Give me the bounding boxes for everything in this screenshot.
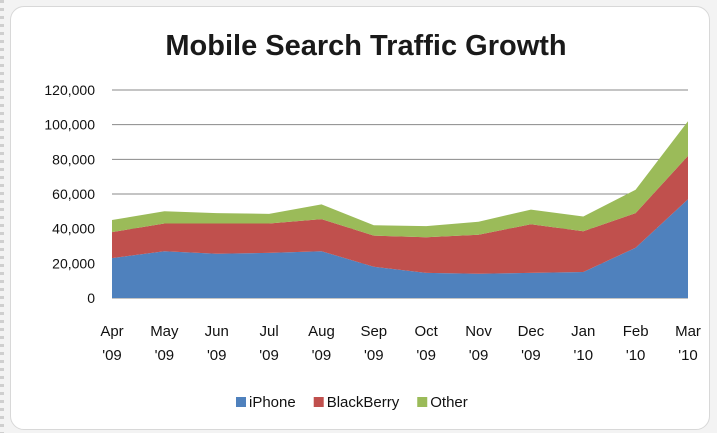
x-tick-label: Aug	[308, 323, 335, 340]
y-axis: 0 20,000 40,000 60,000 80,000 100,000 120,000	[44, 82, 95, 306]
y-tick-label: 100,000	[44, 117, 95, 133]
y-tick-label: 40,000	[52, 221, 95, 237]
x-tick-label-year: '09	[312, 347, 332, 364]
x-tick-label: Apr	[100, 323, 123, 340]
legend-swatch-iphone	[236, 397, 246, 407]
x-tick-label-year: '10	[573, 347, 593, 364]
legend: iPhone BlackBerry Other	[236, 394, 468, 411]
x-axis: Apr '09 May '09 Jun '09 Jul '09 Aug '09 Sep '09 Oct '…	[100, 323, 701, 364]
x-tick-label: Feb	[623, 323, 649, 340]
x-tick-label-year: '09	[259, 347, 279, 364]
legend-swatch-blackberry	[313, 397, 324, 407]
x-tick-label: Oct	[415, 323, 439, 340]
x-tick-label-year: '09	[364, 347, 384, 364]
y-tick-label: 60,000	[52, 186, 95, 202]
x-tick-label: Jun	[205, 323, 229, 340]
x-tick-label-year: '09	[155, 347, 175, 364]
legend-label-blackberry: BlackBerry	[327, 394, 400, 411]
y-tick-label: 120,000	[44, 82, 95, 98]
x-tick-label-year: '09	[469, 347, 489, 364]
x-tick-label: May	[150, 323, 179, 340]
legend-swatch-other	[417, 397, 428, 407]
x-tick-label: Mar	[675, 323, 701, 340]
series-area-blackberry	[112, 155, 688, 274]
y-tick-label: 80,000	[52, 151, 95, 167]
x-tick-label: Jan	[571, 323, 595, 340]
legend-label-other: Other	[430, 394, 468, 411]
series-area-iphone	[112, 199, 688, 298]
y-tick-label: 20,000	[52, 255, 95, 271]
x-tick-label-year: '09	[416, 347, 436, 364]
plot-areas	[112, 121, 688, 298]
x-tick-label: Nov	[465, 323, 492, 340]
x-tick-label-year: '10	[678, 347, 698, 364]
legend-label-iphone: iPhone	[249, 394, 296, 411]
x-tick-label-year: '10	[626, 347, 646, 364]
x-tick-label-year: '09	[521, 347, 541, 364]
x-tick-label: Jul	[259, 323, 278, 340]
x-tick-label: Dec	[518, 323, 545, 340]
edge-dots-decoration	[0, 0, 4, 433]
x-tick-label-year: '09	[102, 347, 122, 364]
series-area-other	[112, 121, 688, 238]
x-tick-label: Sep	[360, 323, 387, 340]
chart-title: Mobile Search Traffic Growth	[165, 30, 566, 62]
y-tick-label: 0	[87, 290, 95, 306]
x-tick-label-year: '09	[207, 347, 227, 364]
